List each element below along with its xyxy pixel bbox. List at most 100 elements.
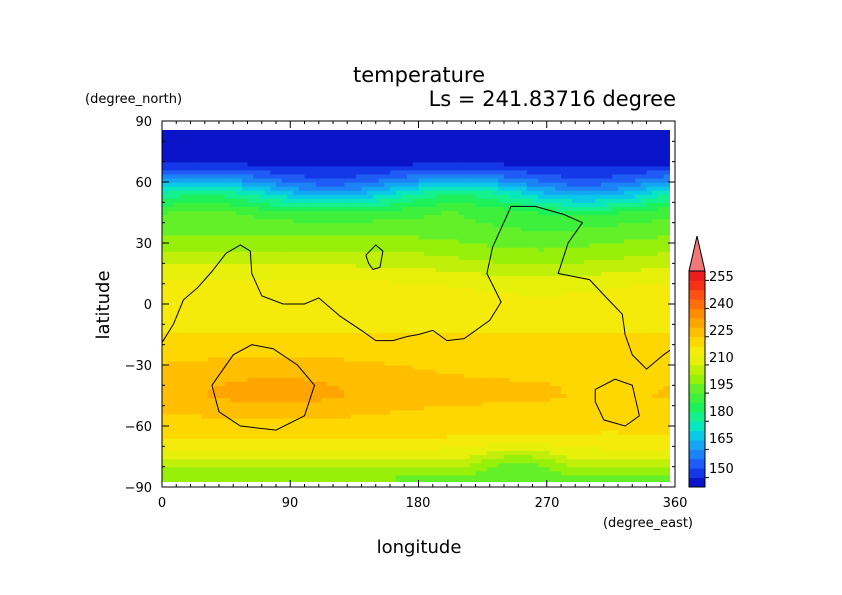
heatmap-cell bbox=[515, 426, 522, 431]
heatmap-cell bbox=[640, 401, 648, 407]
heatmap-cell bbox=[447, 474, 454, 480]
heatmap-cell bbox=[612, 304, 619, 309]
heatmap-cell bbox=[618, 299, 625, 305]
heatmap-cell bbox=[276, 413, 283, 419]
heatmap-cell bbox=[236, 417, 243, 423]
heatmap-cell bbox=[583, 291, 591, 297]
heatmap-cell bbox=[367, 434, 374, 439]
heatmap-cell bbox=[390, 356, 397, 362]
heatmap-cell bbox=[583, 438, 591, 443]
heatmap-cell bbox=[538, 466, 545, 472]
heatmap-cell bbox=[447, 340, 454, 346]
heatmap-cell bbox=[190, 393, 197, 399]
heatmap-cell bbox=[162, 397, 169, 403]
heatmap-cell bbox=[652, 397, 659, 403]
heatmap-cell bbox=[481, 316, 488, 321]
heatmap-cell bbox=[395, 377, 402, 382]
heatmap-cell bbox=[458, 421, 465, 427]
heatmap-cell bbox=[435, 413, 442, 419]
heatmap-cell bbox=[663, 421, 670, 427]
heatmap-cell bbox=[253, 446, 260, 451]
heatmap-cell bbox=[310, 442, 317, 447]
heatmap-cell bbox=[583, 421, 591, 427]
heatmap-cell bbox=[395, 397, 402, 403]
heatmap-cell bbox=[424, 332, 431, 338]
heatmap-cell bbox=[361, 365, 368, 370]
heatmap-cell bbox=[372, 348, 380, 354]
heatmap-cell bbox=[213, 259, 220, 264]
heatmap-cell bbox=[640, 442, 648, 447]
heatmap-cell bbox=[652, 263, 659, 268]
heatmap-cell bbox=[663, 474, 670, 480]
heatmap-cell bbox=[635, 312, 642, 317]
heatmap-cell bbox=[583, 409, 591, 415]
heatmap-cell bbox=[606, 308, 613, 313]
heatmap-cell bbox=[583, 381, 591, 386]
heatmap-cell bbox=[395, 413, 402, 419]
heatmap-cell bbox=[196, 381, 203, 386]
heatmap-cell bbox=[412, 397, 420, 403]
heatmap-cell bbox=[395, 365, 402, 370]
heatmap-cell bbox=[612, 474, 619, 480]
heatmap-cell bbox=[247, 369, 254, 374]
heatmap-cell bbox=[401, 283, 408, 289]
heatmap-cell bbox=[515, 340, 522, 346]
heatmap-cell bbox=[578, 348, 585, 354]
heatmap-cell bbox=[441, 332, 448, 338]
heatmap-cell bbox=[378, 263, 385, 268]
heatmap-cell bbox=[355, 409, 363, 415]
heatmap-cell bbox=[521, 426, 528, 431]
heatmap-cell bbox=[367, 304, 374, 309]
heatmap-cell bbox=[452, 413, 459, 419]
heatmap-cell bbox=[635, 474, 642, 480]
heatmap-cell bbox=[321, 454, 328, 460]
heatmap-cell bbox=[167, 413, 174, 419]
heatmap-cell bbox=[395, 385, 402, 390]
heatmap-cell bbox=[304, 259, 311, 264]
heatmap-cell bbox=[412, 421, 420, 427]
heatmap-cell bbox=[561, 352, 568, 358]
heatmap-cell bbox=[652, 352, 659, 358]
heatmap-cell bbox=[230, 430, 237, 435]
heatmap-cell bbox=[492, 295, 499, 301]
heatmap-cell bbox=[355, 283, 363, 289]
heatmap-cell bbox=[293, 295, 300, 301]
heatmap-cell bbox=[549, 267, 556, 273]
heatmap-cell bbox=[224, 279, 231, 285]
heatmap-cell bbox=[264, 352, 271, 358]
heatmap-cell bbox=[304, 308, 311, 313]
heatmap-cell bbox=[429, 373, 437, 378]
heatmap-cell bbox=[310, 299, 317, 305]
heatmap-cell bbox=[452, 271, 459, 277]
heatmap-cell bbox=[258, 263, 266, 268]
heatmap-cell bbox=[219, 283, 226, 289]
heatmap-cell bbox=[321, 434, 328, 439]
heatmap-cell bbox=[589, 295, 596, 301]
heatmap-cell bbox=[293, 442, 300, 447]
heatmap-cell bbox=[612, 434, 619, 439]
heatmap-cell bbox=[196, 271, 203, 277]
heatmap-cell bbox=[595, 397, 602, 403]
heatmap-cell bbox=[509, 397, 516, 403]
heatmap-cell bbox=[618, 434, 625, 439]
heatmap-cell bbox=[270, 442, 277, 447]
heatmap-cell bbox=[230, 360, 237, 366]
heatmap-cell bbox=[213, 397, 220, 403]
heatmap-cell bbox=[230, 421, 237, 427]
heatmap-cell bbox=[253, 478, 260, 482]
heatmap-cell bbox=[207, 434, 214, 439]
heatmap-cell bbox=[213, 336, 220, 342]
heatmap-cell bbox=[492, 356, 499, 362]
heatmap-cell bbox=[549, 320, 556, 325]
heatmap-cell bbox=[543, 426, 551, 431]
heatmap-cell bbox=[589, 316, 596, 321]
heatmap-cell bbox=[207, 336, 214, 342]
heatmap-cell bbox=[652, 308, 659, 313]
heatmap-cell bbox=[583, 369, 591, 374]
heatmap-cell bbox=[435, 426, 442, 431]
heatmap-cell bbox=[384, 279, 391, 285]
heatmap-cell bbox=[543, 287, 551, 293]
heatmap-cell bbox=[298, 417, 306, 423]
heatmap-cell bbox=[566, 426, 573, 431]
heatmap-cell bbox=[264, 401, 271, 407]
